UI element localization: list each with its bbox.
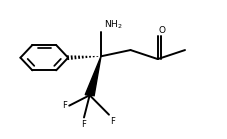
Text: O: O: [158, 26, 165, 35]
Text: NH$_2$: NH$_2$: [104, 18, 123, 31]
Text: F: F: [62, 101, 67, 110]
Polygon shape: [85, 56, 101, 96]
Text: F: F: [110, 117, 115, 126]
Text: F: F: [81, 120, 86, 129]
